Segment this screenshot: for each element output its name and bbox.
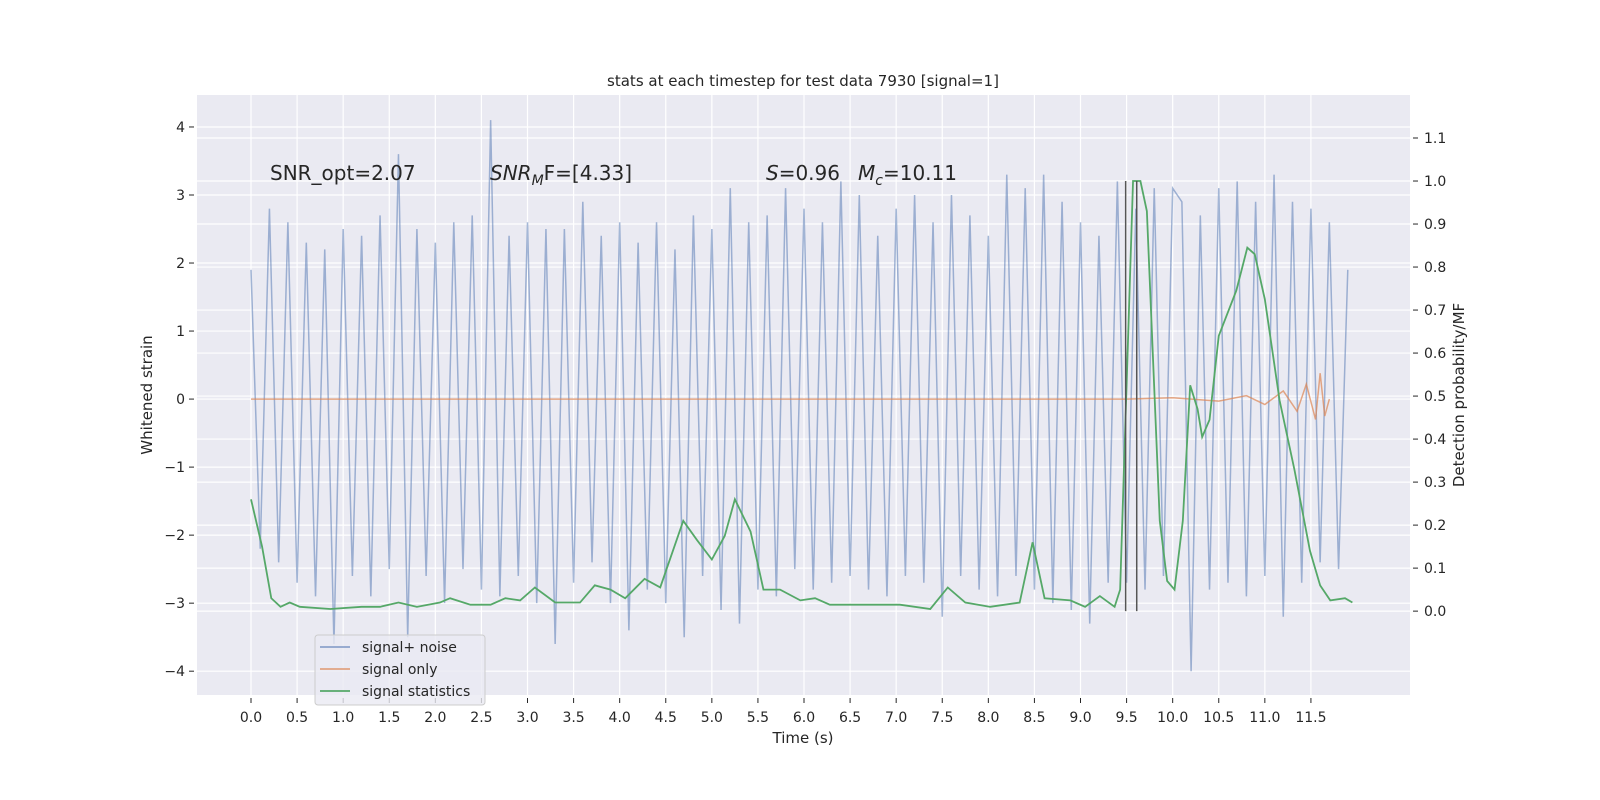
y-tick-label: −1 [164,460,185,476]
annotation-text: SNR [490,161,532,185]
y2-tick-label: 0.2 [1424,518,1446,534]
y2-tick-label: 0.7 [1424,303,1446,319]
legend-label: signal+ noise [362,640,457,656]
annotation-text: SNR_opt=2.07 [270,161,416,185]
x-tick-label: 1.0 [332,710,354,726]
y2-tick-label: 1.1 [1424,131,1446,147]
annotation-sub: c [875,173,883,189]
y-tick-label: 2 [176,256,185,272]
x-tick-label: 8.0 [977,710,999,726]
annotation-tail: F=[4.33] [544,161,632,185]
x-tick-label: 10.5 [1203,710,1234,726]
legend-box [314,634,486,706]
x-tick-label: 2.5 [470,710,492,726]
x-tick-label: 6.5 [839,710,861,726]
y-axis-label: Whitened strain [138,335,156,454]
legend-label: signal only [362,662,437,678]
y-tick-label: 0 [176,392,185,408]
x-tick-label: 3.0 [516,710,538,726]
series-line [250,180,1353,610]
x-tick-label: 5.0 [701,710,723,726]
y-tick-label: 3 [176,188,185,204]
annotation: SNR_opt=2.07 [270,161,416,185]
x-tick-label: 0.0 [240,710,262,726]
chart-title: stats at each timestep for test data 793… [607,72,999,90]
annotation: Mc=10.11 [858,161,957,189]
x-tick-label: 2.0 [424,710,446,726]
series-line [251,373,1331,420]
annotation-sub: M [532,173,544,189]
y2-axis-label: Detection probability/MF [1450,303,1468,487]
x-tick-label: 1.5 [378,710,400,726]
annotation: SNRMF=[4.33] [490,161,632,189]
x-tick-label: 11.5 [1295,710,1326,726]
x-tick-label: 3.5 [562,710,584,726]
x-tick-label: 4.5 [655,710,677,726]
y2-tick-label: 0.5 [1424,389,1446,405]
series-line [250,120,1349,672]
annotation-text: M [858,161,875,185]
x-tick-label: 9.0 [1069,710,1091,726]
legend-label: signal statistics [362,684,470,700]
y2-tick-label: 0.6 [1424,346,1446,362]
x-axis-label: Time (s) [772,729,834,747]
y2-tick-label: 0.9 [1424,217,1446,233]
y2-tick-label: 0.8 [1424,260,1446,276]
annotation-text: S [766,161,779,185]
x-tick-label: 5.5 [747,710,769,726]
annotation-tail: =10.11 [883,161,957,185]
x-tick-label: 11.0 [1249,710,1280,726]
y-tick-label: −2 [164,528,185,544]
x-tick-label: 0.5 [286,710,308,726]
x-tick-label: 9.5 [1115,710,1137,726]
y2-tick-label: 0.4 [1424,432,1446,448]
y2-tick-label: 0.3 [1424,475,1446,491]
y2-tick-label: 0.0 [1424,604,1446,620]
x-tick-label: 7.0 [885,710,907,726]
y-tick-label: 1 [176,324,185,340]
annotation-tail: =0.96 [779,161,840,185]
x-tick-label: 7.5 [931,710,953,726]
x-tick-label: 4.0 [609,710,631,726]
y-tick-label: −4 [164,664,185,680]
annotation: S=0.96 [766,161,840,185]
y-tick-label: −3 [164,596,185,612]
x-tick-label: 6.0 [793,710,815,726]
y2-tick-label: 1.0 [1424,174,1446,190]
x-tick-label: 8.5 [1023,710,1045,726]
y2-tick-label: 0.1 [1424,561,1446,577]
y-tick-label: 4 [176,120,185,136]
x-tick-label: 10.0 [1157,710,1188,726]
